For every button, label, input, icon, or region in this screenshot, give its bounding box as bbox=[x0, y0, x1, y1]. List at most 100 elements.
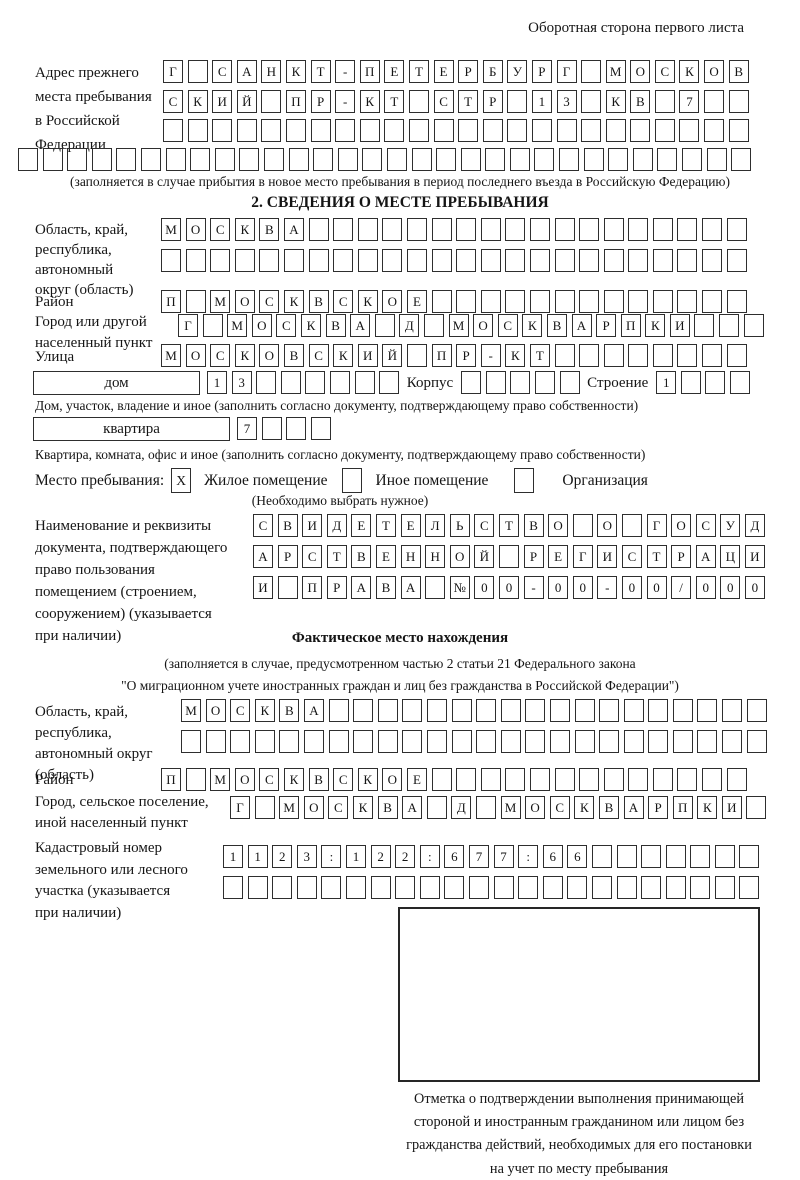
char-cell[interactable]: Г bbox=[178, 314, 198, 337]
char-cell[interactable]: Р bbox=[671, 545, 692, 568]
char-cell[interactable]: 2 bbox=[395, 845, 416, 868]
char-cell[interactable]: О bbox=[185, 344, 206, 367]
char-cell[interactable]: М bbox=[500, 796, 521, 819]
char-cell[interactable]: И bbox=[302, 514, 323, 537]
char-cell[interactable]: О bbox=[473, 314, 494, 337]
char-cell[interactable]: 1 bbox=[247, 845, 268, 868]
char-cell[interactable] bbox=[359, 119, 380, 142]
char-cell[interactable] bbox=[308, 249, 329, 272]
char-cell[interactable]: : bbox=[419, 845, 440, 868]
checkbox-organization[interactable] bbox=[514, 468, 535, 493]
char-cell[interactable] bbox=[485, 148, 506, 171]
char-cell[interactable] bbox=[704, 119, 725, 142]
char-cell[interactable]: П bbox=[161, 768, 181, 791]
char-cell[interactable] bbox=[704, 90, 725, 113]
char-cell[interactable]: В bbox=[728, 60, 749, 83]
char-cell[interactable] bbox=[654, 119, 675, 142]
char-cell[interactable] bbox=[554, 344, 575, 367]
char-cell[interactable]: Г bbox=[572, 545, 593, 568]
char-cell[interactable] bbox=[677, 344, 698, 367]
char-cell[interactable]: М bbox=[181, 699, 201, 722]
char-cell[interactable]: К bbox=[357, 768, 378, 791]
char-cell[interactable]: У bbox=[507, 60, 528, 83]
char-cell[interactable] bbox=[628, 249, 649, 272]
char-cell[interactable]: Г bbox=[163, 60, 183, 83]
char-cell[interactable]: 0 bbox=[572, 576, 593, 599]
char-cell[interactable] bbox=[386, 148, 407, 171]
char-cell[interactable] bbox=[379, 371, 400, 394]
char-cell[interactable]: Е bbox=[384, 60, 405, 83]
char-cell[interactable] bbox=[261, 119, 282, 142]
char-cell[interactable] bbox=[603, 290, 624, 313]
char-cell[interactable]: И bbox=[721, 796, 742, 819]
char-cell[interactable] bbox=[165, 148, 186, 171]
char-cell[interactable] bbox=[236, 119, 257, 142]
char-cell[interactable]: П bbox=[359, 60, 380, 83]
char-cell[interactable]: Е bbox=[406, 768, 427, 791]
char-cell[interactable] bbox=[652, 768, 673, 791]
char-cell[interactable]: А bbox=[695, 545, 716, 568]
char-cell[interactable] bbox=[525, 730, 546, 753]
char-cell[interactable] bbox=[377, 730, 398, 753]
char-cell[interactable] bbox=[254, 796, 275, 819]
char-cell[interactable] bbox=[18, 148, 38, 171]
char-cell[interactable] bbox=[498, 545, 519, 568]
char-cell[interactable] bbox=[185, 290, 206, 313]
char-cell[interactable] bbox=[554, 218, 575, 241]
char-cell[interactable] bbox=[714, 876, 735, 899]
char-cell[interactable] bbox=[411, 148, 432, 171]
char-cell[interactable] bbox=[702, 290, 723, 313]
char-cell[interactable] bbox=[321, 876, 342, 899]
char-cell[interactable] bbox=[205, 730, 226, 753]
char-cell[interactable] bbox=[665, 845, 686, 868]
char-cell[interactable]: Т bbox=[498, 514, 519, 537]
char-cell[interactable]: О bbox=[630, 60, 651, 83]
char-cell[interactable] bbox=[406, 344, 427, 367]
char-cell[interactable] bbox=[507, 90, 528, 113]
char-cell[interactable] bbox=[628, 344, 649, 367]
char-cell[interactable] bbox=[677, 768, 698, 791]
char-cell[interactable] bbox=[91, 148, 112, 171]
char-cell[interactable]: В bbox=[308, 768, 329, 791]
char-cell[interactable]: С bbox=[212, 60, 233, 83]
char-cell[interactable] bbox=[402, 699, 423, 722]
char-cell[interactable]: Й bbox=[236, 90, 257, 113]
char-cell[interactable]: С bbox=[328, 796, 349, 819]
char-cell[interactable] bbox=[529, 768, 550, 791]
char-cell[interactable] bbox=[382, 218, 403, 241]
char-cell[interactable]: В bbox=[283, 344, 304, 367]
char-cell[interactable] bbox=[714, 845, 735, 868]
char-cell[interactable]: А bbox=[402, 796, 423, 819]
char-cell[interactable] bbox=[482, 119, 503, 142]
char-cell[interactable] bbox=[500, 699, 521, 722]
char-cell[interactable] bbox=[603, 768, 624, 791]
char-cell[interactable]: В bbox=[546, 314, 567, 337]
char-cell[interactable]: В bbox=[630, 90, 651, 113]
char-cell[interactable] bbox=[406, 249, 427, 272]
char-cell[interactable] bbox=[581, 119, 602, 142]
char-cell[interactable]: О bbox=[259, 344, 280, 367]
char-cell[interactable]: А bbox=[351, 576, 372, 599]
char-cell[interactable]: О bbox=[704, 60, 725, 83]
char-cell[interactable] bbox=[328, 730, 349, 753]
char-cell[interactable] bbox=[529, 218, 550, 241]
char-cell[interactable]: Й bbox=[382, 344, 403, 367]
char-cell[interactable] bbox=[408, 90, 429, 113]
char-cell[interactable] bbox=[377, 699, 398, 722]
char-cell[interactable] bbox=[185, 249, 206, 272]
char-cell[interactable] bbox=[419, 876, 440, 899]
char-cell[interactable] bbox=[554, 249, 575, 272]
char-cell[interactable]: С bbox=[210, 344, 231, 367]
char-cell[interactable]: П bbox=[302, 576, 323, 599]
char-cell[interactable] bbox=[677, 290, 698, 313]
char-cell[interactable] bbox=[628, 768, 649, 791]
char-cell[interactable]: С bbox=[333, 768, 354, 791]
char-cell[interactable] bbox=[310, 119, 331, 142]
char-cell[interactable]: К bbox=[254, 699, 275, 722]
char-cell[interactable]: С bbox=[695, 514, 716, 537]
char-cell[interactable] bbox=[480, 768, 501, 791]
char-cell[interactable]: Т bbox=[529, 344, 550, 367]
char-cell[interactable]: К bbox=[574, 796, 595, 819]
char-cell[interactable] bbox=[579, 344, 600, 367]
char-cell[interactable] bbox=[652, 344, 673, 367]
